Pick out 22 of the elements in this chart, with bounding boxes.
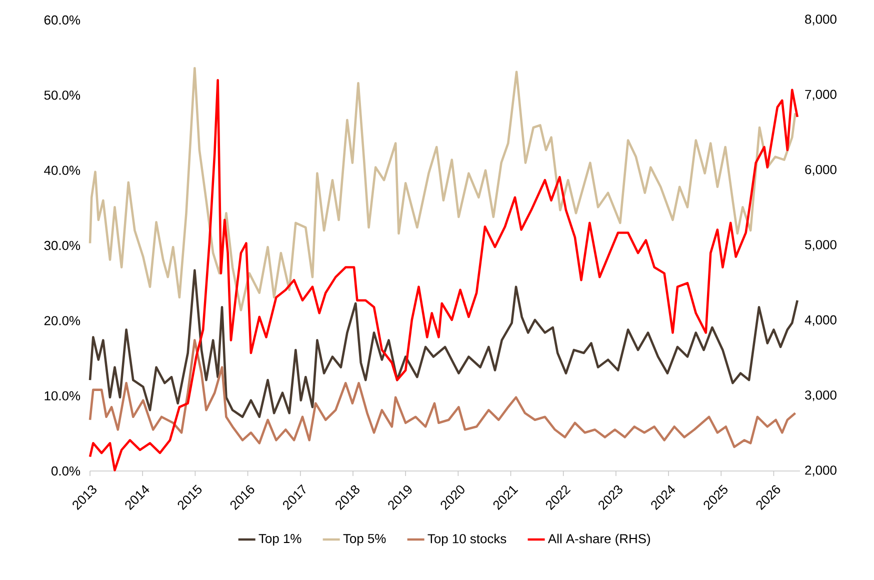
y-tick-label: 10.0% xyxy=(44,391,80,400)
legend-label: Top 10 stocks xyxy=(428,534,506,546)
y-tick-label: 0.0% xyxy=(51,466,80,476)
y2-tick-label: 3,000 xyxy=(805,390,836,402)
y-tick-label: 30.0% xyxy=(44,240,80,250)
legend-label: All A-share (RHS) xyxy=(548,534,650,546)
legend-label: Top 5% xyxy=(343,534,386,546)
line-series xyxy=(88,78,799,472)
y2-tick-label: 8,000 xyxy=(805,14,836,26)
y2-tick-label: 6,000 xyxy=(805,164,836,176)
legend-label: Top 1% xyxy=(258,534,302,546)
y-tick-label: 40.0% xyxy=(44,166,80,175)
line-series xyxy=(88,339,796,448)
line-series xyxy=(88,269,799,418)
y2-tick-label: 4,000 xyxy=(804,315,836,326)
y-tick-label: 20.0% xyxy=(44,316,80,326)
y-tick-label: 60.0% xyxy=(44,15,80,25)
y2-tick-label: 2,000 xyxy=(805,466,836,476)
y-tick-label: 50.0% xyxy=(44,90,80,100)
line-series xyxy=(88,66,796,312)
y2-tick-label: 7,000 xyxy=(805,90,836,101)
y2-tick-label: 5,000 xyxy=(805,240,836,251)
